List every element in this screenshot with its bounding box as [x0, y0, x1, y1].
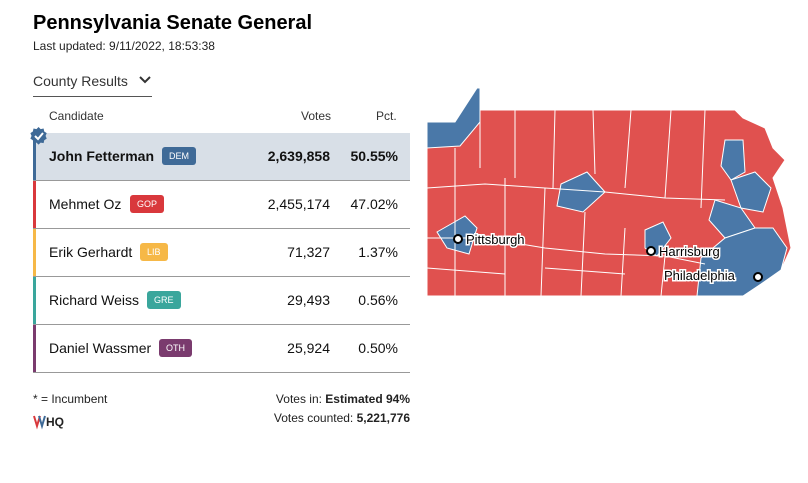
party-color-bar	[33, 277, 36, 324]
candidate-row: Erik Gerhardt LIB 71,327 1.37%	[33, 229, 410, 277]
winner-check-icon	[30, 127, 47, 145]
party-color-bar	[33, 133, 36, 180]
city-label-harrisburg: Harrisburg	[659, 244, 720, 259]
candidate-votes: 2,639,858	[267, 148, 330, 164]
party-badge: LIB	[140, 243, 168, 261]
candidate-votes: 25,924	[287, 340, 330, 356]
candidate-row: Mehmet Oz GOP 2,455,174 47.02%	[33, 181, 410, 229]
city-marker	[453, 234, 463, 244]
candidate-name: Daniel Wassmer	[49, 340, 152, 356]
candidate-row: Richard Weiss GRE 29,493 0.56%	[33, 277, 410, 325]
county-erie	[426, 88, 481, 149]
party-badge: DEM	[162, 147, 196, 165]
county-monroe-northampton	[730, 171, 772, 213]
page-title: Pennsylvania Senate General	[33, 12, 313, 34]
candidate-row: Daniel Wassmer OTH 25,924 0.50%	[33, 325, 410, 373]
votes-in-label: Votes in:	[275, 392, 322, 406]
city-philadelphia: Philadelphia	[663, 267, 763, 285]
city-label-philadelphia: Philadelphia	[664, 268, 736, 283]
column-header-votes: Votes	[301, 109, 332, 123]
last-updated-text: Last updated: 9/11/2022, 18:53:38	[33, 39, 215, 53]
ddhq-logo: HQ	[33, 415, 64, 430]
candidate-pct: 0.56%	[358, 292, 398, 308]
county-results-map: Pittsburgh Harrisburg Philadelphia	[426, 88, 792, 297]
city-label-pittsburgh: Pittsburgh	[466, 232, 525, 247]
candidate-pct: 1.37%	[358, 244, 398, 260]
candidate-pct: 47.02%	[350, 196, 398, 212]
party-badge: OTH	[159, 339, 192, 357]
view-dropdown-label: County Results	[33, 73, 128, 89]
party-badge: GRE	[147, 291, 181, 309]
city-harrisburg: Harrisburg	[646, 243, 721, 261]
candidate-name: Erik Gerhardt	[49, 244, 133, 260]
county-southeast	[696, 227, 788, 297]
chevron-down-icon	[139, 76, 151, 84]
candidate-pct: 50.55%	[350, 148, 398, 164]
candidate-votes: 2,455,174	[267, 196, 330, 212]
county-centre	[556, 171, 606, 213]
party-color-bar	[33, 325, 36, 372]
votes-in-value: Estimated 94%	[325, 392, 410, 406]
svg-text:HQ: HQ	[46, 415, 64, 429]
county-lackawanna	[720, 139, 746, 181]
candidate-row: John Fetterman DEM 2,639,858 50.55%	[33, 133, 410, 181]
candidate-name: John Fetterman	[49, 148, 155, 164]
votes-in-status: Votes in: Estimated 94%	[276, 392, 410, 406]
candidate-pct: 0.50%	[358, 340, 398, 356]
view-dropdown[interactable]: County Results	[33, 70, 152, 97]
city-pittsburgh: Pittsburgh	[453, 231, 526, 249]
county-borders	[426, 109, 726, 297]
candidate-name: Richard Weiss	[49, 292, 139, 308]
incumbent-note: * = Incumbent	[33, 392, 108, 406]
candidate-votes: 71,327	[287, 244, 330, 260]
candidate-votes: 29,493	[287, 292, 330, 308]
city-marker	[646, 246, 656, 256]
column-header-pct: Pct.	[376, 109, 397, 123]
party-badge: GOP	[130, 195, 165, 213]
candidate-name: Mehmet Oz	[49, 196, 122, 212]
party-color-bar	[33, 181, 36, 228]
results-table: John Fetterman DEM 2,639,858 50.55% Mehm…	[33, 133, 410, 373]
party-color-bar	[33, 229, 36, 276]
votes-counted-label: Votes counted:	[273, 411, 354, 425]
votes-counted-status: Votes counted: 5,221,776	[274, 411, 410, 425]
column-header-candidate: Candidate	[49, 109, 104, 123]
votes-counted-value: 5,221,776	[356, 411, 410, 425]
city-marker	[753, 272, 763, 282]
